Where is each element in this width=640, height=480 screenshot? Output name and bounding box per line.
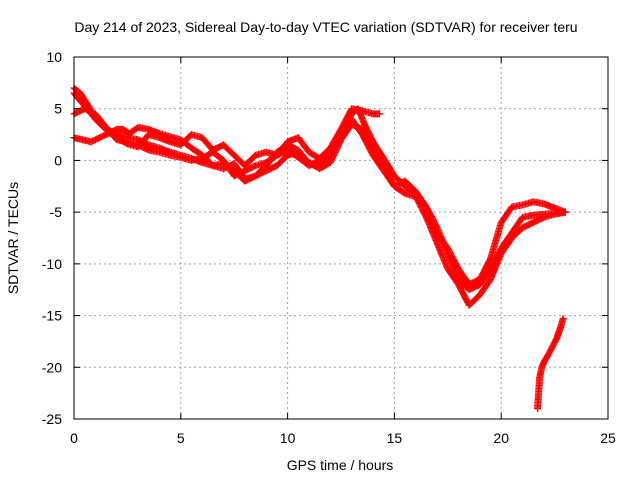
chart-title: Day 214 of 2023, Sidereal Day-to-day VTE…: [74, 19, 577, 35]
data-point: [561, 208, 569, 216]
series-track-b: [70, 89, 383, 170]
series-track-d: [70, 105, 569, 294]
x-tick-label: 15: [387, 430, 403, 446]
grid-lines: [74, 57, 608, 419]
axis-ticks: 0 5 10 15 20 25 -25 -20 -15 -10 -5 0 5 10: [42, 49, 616, 446]
y-tick-label: -10: [42, 256, 62, 272]
x-tick-label: 20: [493, 430, 509, 446]
y-tick-label: -20: [42, 359, 62, 375]
y-tick-label: 10: [46, 49, 62, 65]
y-tick-label: 0: [54, 152, 62, 168]
plot-frame: [73, 56, 609, 420]
x-axis-label: GPS time / hours: [287, 457, 394, 473]
y-tick-label: -25: [42, 411, 62, 427]
y-axis-label: SDTVAR / TECUs: [5, 182, 21, 294]
y-tick-label: -15: [42, 308, 62, 324]
data-point: [559, 315, 567, 323]
x-tick-label: 10: [280, 430, 296, 446]
x-tick-label: 5: [177, 430, 185, 446]
y-tick-label: 5: [54, 101, 62, 117]
x-tick-label: 0: [70, 430, 78, 446]
x-tick-label: 25: [600, 430, 616, 446]
series-track-e: [534, 315, 567, 413]
data-point: [375, 110, 383, 118]
data-points: [70, 84, 569, 413]
y-tick-label: -5: [50, 204, 63, 220]
